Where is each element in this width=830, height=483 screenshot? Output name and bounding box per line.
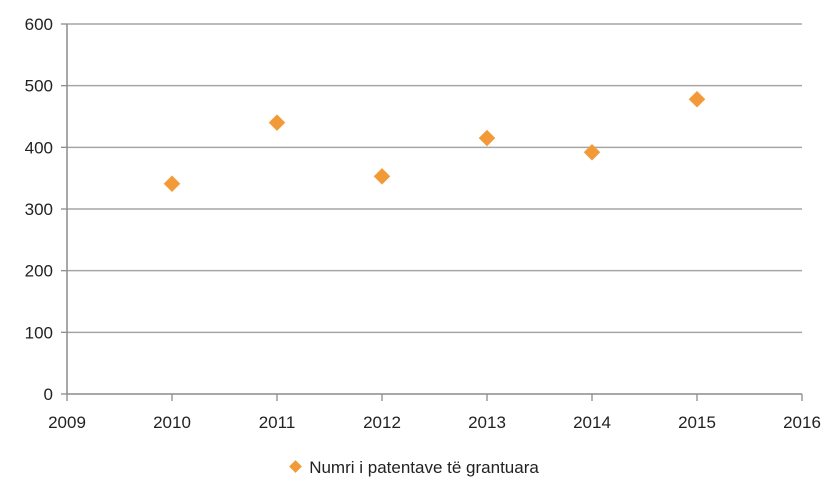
point-2011 [268, 114, 286, 132]
x-tick-label-2015: 2015 [678, 413, 716, 432]
y-tick-label-100: 100 [25, 323, 53, 342]
legend-label: Numri i patentave të grantuara [309, 458, 539, 477]
x-tick-label-2010: 2010 [153, 413, 191, 432]
grid-lines [67, 23, 802, 334]
point-2014 [583, 143, 601, 161]
x-tick-label-2011: 2011 [259, 413, 296, 432]
x-axis-ticks: 2009 2010 2011 2012 2013 2014 2015 2016 [48, 394, 821, 432]
point-2010 [163, 175, 181, 193]
y-tick-label-200: 200 [25, 262, 53, 281]
y-tick-label-500: 500 [25, 77, 53, 96]
y-tick-label-300: 300 [25, 200, 53, 219]
point-2013 [478, 129, 496, 147]
x-tick-label-2013: 2013 [468, 413, 506, 432]
x-tick-label-2009: 2009 [48, 413, 86, 432]
point-2015 [688, 90, 706, 108]
y-tick-label-600: 600 [25, 15, 53, 34]
legend-diamond-icon [289, 460, 303, 473]
y-tick-label-400: 400 [25, 138, 53, 157]
x-tick-label-2012: 2012 [363, 413, 401, 432]
y-axis-ticks: 0 100 200 300 400 500 600 [25, 15, 67, 404]
point-2012 [373, 167, 391, 185]
x-tick-label-2014: 2014 [573, 413, 611, 432]
y-tick-label-0: 0 [44, 385, 53, 404]
data-points [163, 90, 706, 193]
legend: Numri i patentave të grantuara [0, 458, 830, 478]
x-tick-label-2016: 2016 [783, 413, 821, 432]
